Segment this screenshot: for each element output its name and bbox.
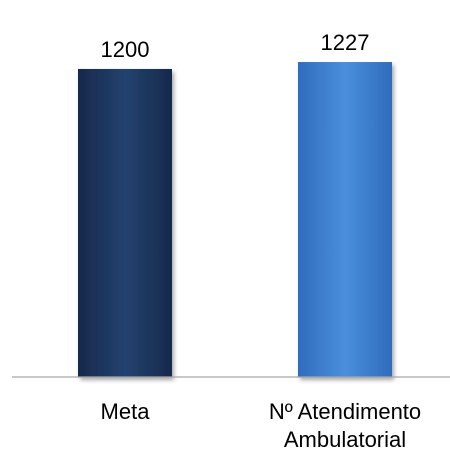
category-label: Ambulatorial: [284, 427, 406, 452]
bar-atendimento-ambulatorial: [298, 62, 392, 377]
bar-meta: [78, 68, 172, 378]
data-label: 1200: [101, 37, 150, 62]
category-label: Nº Atendimento: [269, 399, 421, 424]
category-label: Meta: [101, 399, 151, 424]
data-label: 1227: [321, 30, 370, 55]
